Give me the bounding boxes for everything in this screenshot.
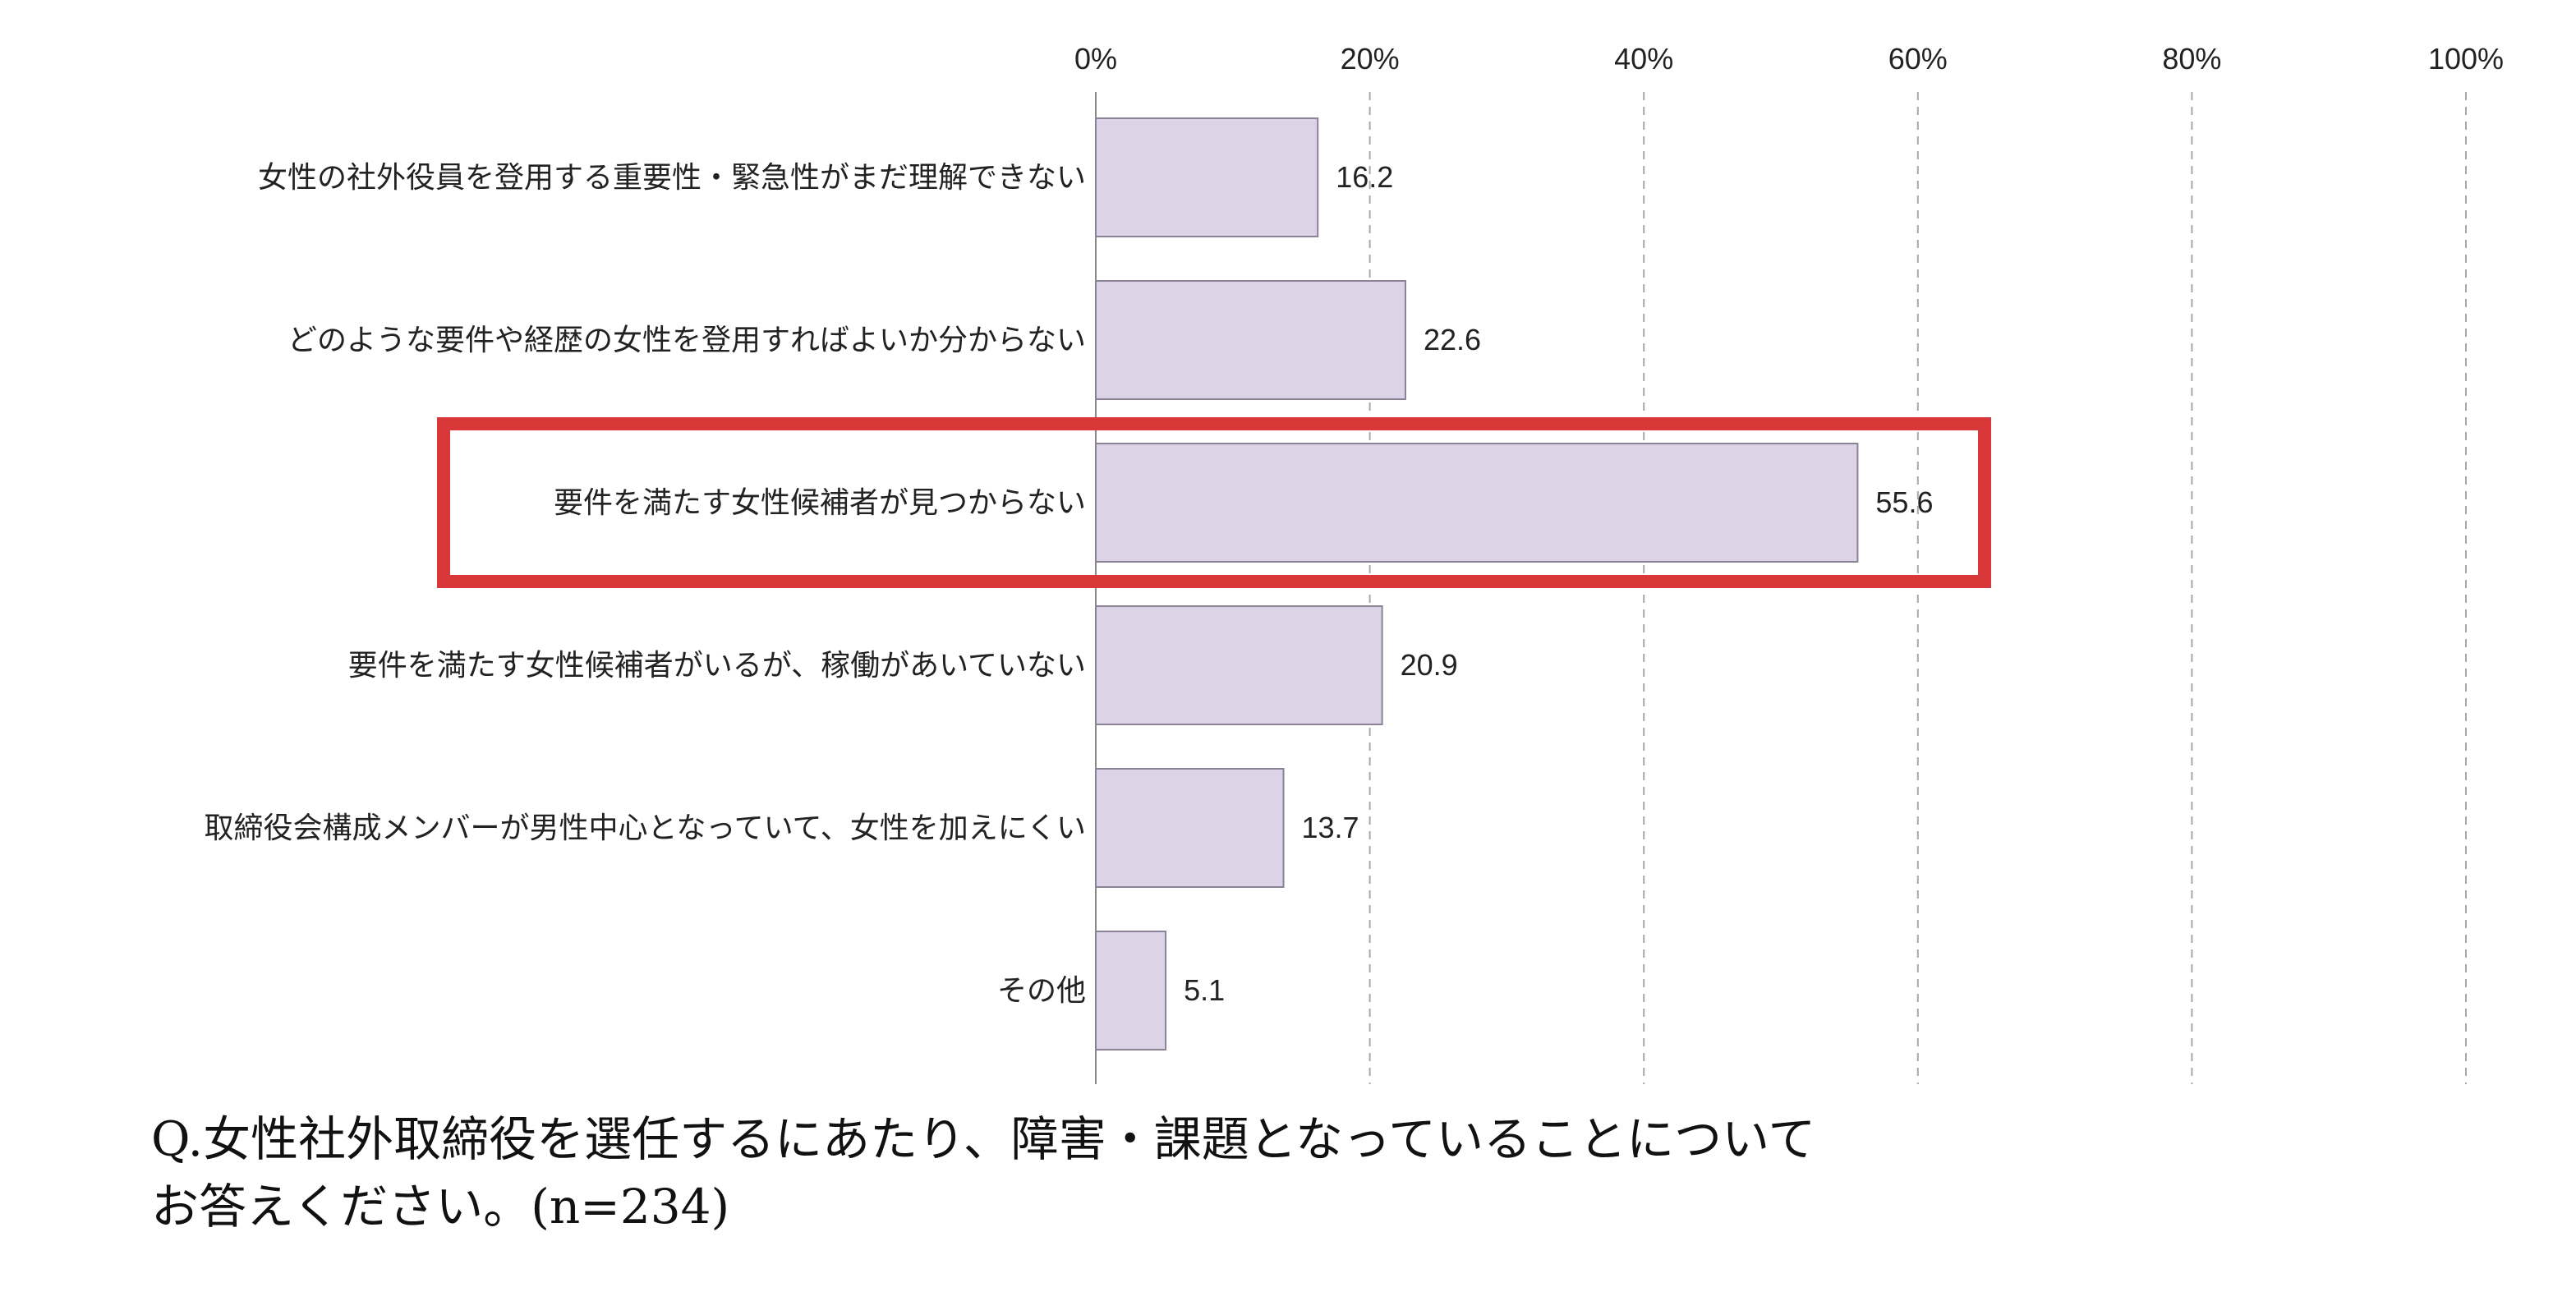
question-line-1: Q.女性社外取締役を選任するにあたり、障害・課題となっていることについて	[151, 1111, 1816, 1167]
value-label: 22.6	[1424, 323, 1481, 356]
x-tick-label: 80%	[2162, 42, 2221, 76]
x-tick-label: 40%	[1614, 42, 1673, 76]
bar	[1095, 768, 1285, 888]
bar	[1095, 931, 1167, 1050]
category-label: 要件を満たす女性候補者が見つからない	[554, 486, 1086, 520]
x-tick-label: 20%	[1341, 42, 1400, 76]
bar	[1095, 117, 1319, 237]
value-label: 20.9	[1401, 648, 1458, 682]
category-label: どのような要件や経歴の女性を登用すればよいか分からない	[288, 324, 1086, 357]
category-label: 要件を満たす女性候補者がいるが、稼働があいていない	[348, 649, 1086, 683]
highlight-box	[437, 417, 1991, 588]
bar	[1095, 605, 1383, 725]
category-label: 取締役会構成メンバーが男性中心となっていて、女性を加えにくい	[204, 811, 1086, 845]
value-label: 13.7	[1302, 811, 1359, 844]
category-label: その他	[997, 974, 1086, 1008]
value-label: 5.1	[1184, 973, 1225, 1007]
x-tick-label: 0%	[1074, 42, 1117, 76]
category-label: 女性の社外役員を登用する重要性・緊急性がまだ理解できない	[258, 161, 1086, 195]
bar-chart: 0% 20% 40% 60% 80% 100% 女性の社外役員を登用する重要性・緊急性がまだ…	[204, 42, 2504, 1084]
x-tick-label: 60%	[1888, 42, 1948, 76]
question-line-2: お答えください。(n=234)	[151, 1179, 730, 1234]
value-label: 55.6	[1875, 485, 1933, 519]
bar	[1095, 280, 1406, 400]
x-tick-label: 100%	[2428, 42, 2504, 76]
question-text: Q.女性社外取締役を選任するにあたり、障害・課題となっていることについて お答え…	[151, 1106, 2369, 1240]
bar	[1095, 443, 1859, 563]
value-label: 16.2	[1336, 160, 1393, 194]
